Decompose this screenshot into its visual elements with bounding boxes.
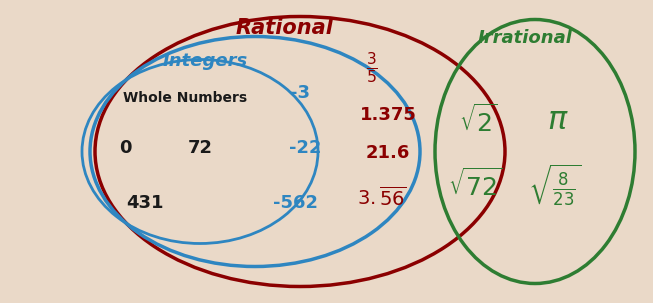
Text: $3.\overline{56}$: $3.\overline{56}$ [357,186,407,210]
Text: 1.375: 1.375 [360,106,417,124]
Text: Whole Numbers: Whole Numbers [123,91,247,105]
Text: 431: 431 [126,194,164,212]
Text: $\sqrt{\frac{8}{23}}$: $\sqrt{\frac{8}{23}}$ [528,163,582,207]
Text: $\sqrt{72}$: $\sqrt{72}$ [448,169,502,201]
Text: Integers: Integers [163,52,247,70]
Text: 0: 0 [119,139,131,157]
Text: -562: -562 [272,194,317,212]
Text: $\pi$: $\pi$ [547,105,569,136]
Text: 72: 72 [187,139,212,157]
Text: -22: -22 [289,139,321,157]
Text: -3: -3 [290,84,310,102]
Text: 21.6: 21.6 [366,144,410,162]
Text: $\sqrt{2}$: $\sqrt{2}$ [458,105,498,137]
Text: Rational: Rational [236,18,334,38]
Text: $\frac{3}{5}$: $\frac{3}{5}$ [366,51,378,85]
Text: Irrational: Irrational [477,29,573,47]
